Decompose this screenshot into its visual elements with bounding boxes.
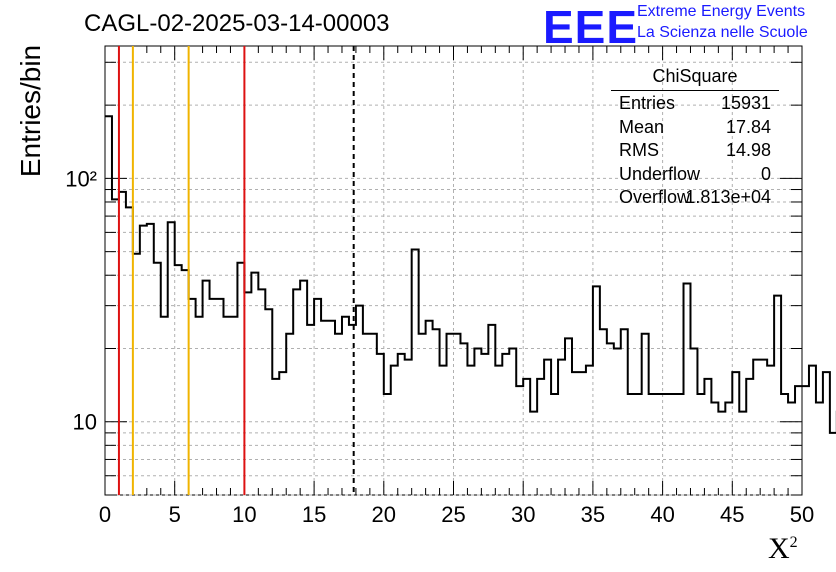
x-tick-label: 15: [302, 502, 326, 527]
marker-lines: [117, 46, 355, 495]
stats-row: Entries 15931: [611, 91, 779, 115]
stats-key: RMS: [619, 140, 659, 160]
x-tick-label: 45: [720, 502, 744, 527]
stats-value: 0: [760, 163, 771, 184]
stats-row: Underflow 0: [611, 162, 779, 186]
axis-ticks: [104, 46, 803, 496]
stats-value: 14.98: [725, 140, 771, 160]
stats-value: 15931: [720, 93, 771, 113]
stats-key: Underflow: [619, 163, 701, 184]
y-tick-label: 10: [73, 410, 97, 435]
stats-row: Overflow 1.813e+04: [611, 185, 779, 209]
y-axis-label: Entries/bin: [15, 44, 46, 178]
stats-title: ChiSquare: [611, 66, 779, 91]
stats-row: RMS 14.98: [611, 138, 779, 162]
stats-key: Entries: [619, 93, 676, 113]
stats-box: ChiSquare Entries 15931 Mean 17.84 RMS 1…: [611, 66, 779, 209]
stats-value: 17.84: [725, 116, 771, 137]
stats-key: Overflow: [619, 187, 691, 207]
chart-title: CAGL-02-2025-03-14-00003: [84, 10, 390, 37]
logo-mark: EEE: [543, 1, 639, 53]
x-tick-label: 10: [232, 502, 256, 527]
histogram-line: [105, 115, 836, 434]
x-tick-label: 30: [511, 502, 535, 527]
logo-line2: La Scienza nelle Scuole: [637, 24, 808, 41]
x-tick-label: 40: [650, 502, 674, 527]
x-tick-label: 35: [581, 502, 605, 527]
x-tick-label: 50: [790, 502, 814, 527]
logo-line1: Extreme Energy Events: [637, 3, 806, 20]
y-tick-label: 10²: [65, 166, 97, 191]
x-axis-label: X2: [768, 532, 798, 565]
tick-labels: 0 5 10 15 20 25 30 35 40 45 50 10 10²: [65, 166, 814, 527]
x-tick-label: 5: [169, 502, 181, 527]
x-tick-label: 25: [441, 502, 465, 527]
stats-value: 1.813e+04: [685, 187, 771, 207]
stats-key: Mean: [619, 116, 665, 137]
stats-row: Mean 17.84: [611, 115, 779, 139]
x-tick-label: 0: [99, 502, 111, 527]
grid: [105, 46, 802, 496]
x-tick-label: 20: [372, 502, 396, 527]
